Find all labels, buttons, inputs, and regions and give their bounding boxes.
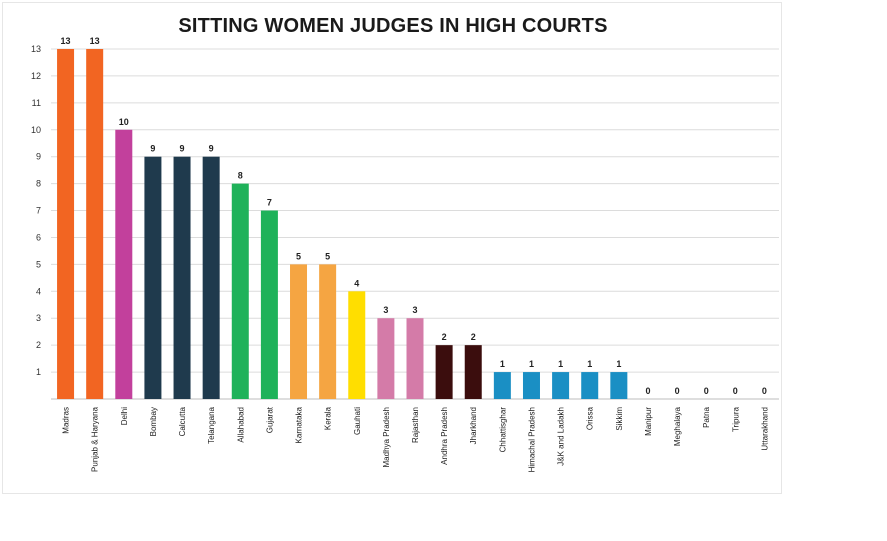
bar bbox=[86, 49, 104, 399]
x-tick-label: Himachal Pradesh bbox=[527, 407, 536, 472]
bar bbox=[522, 372, 540, 399]
bar bbox=[464, 345, 482, 399]
y-tick-label: 13 bbox=[31, 44, 41, 54]
chart-title: SITTING WOMEN JUDGES IN HIGH COURTS bbox=[178, 15, 608, 37]
data-label: 0 bbox=[645, 386, 650, 396]
data-label: 2 bbox=[442, 332, 447, 342]
data-label: 0 bbox=[675, 386, 680, 396]
x-tick-label: Delhi bbox=[120, 407, 129, 425]
y-tick-label: 3 bbox=[36, 313, 41, 323]
x-tick-label: Telangana bbox=[207, 406, 216, 443]
bar bbox=[231, 183, 249, 399]
data-label: 5 bbox=[296, 251, 301, 261]
x-tick-label: Uttarakhand bbox=[760, 407, 769, 451]
bar bbox=[581, 372, 599, 399]
x-tick-label: Meghalaya bbox=[673, 406, 682, 446]
bar bbox=[144, 156, 162, 399]
data-label: 8 bbox=[238, 171, 243, 181]
data-label: 9 bbox=[209, 144, 214, 154]
data-label: 1 bbox=[587, 359, 592, 369]
x-tick-label: Jharkhand bbox=[469, 407, 478, 444]
y-tick-label: 5 bbox=[36, 259, 41, 269]
x-tick-label: Calcutta bbox=[178, 406, 187, 436]
bar bbox=[202, 156, 220, 399]
x-tick-label: Tripura bbox=[731, 406, 740, 432]
x-tick-label: Sikkim bbox=[615, 407, 624, 431]
bar bbox=[348, 291, 366, 399]
bar bbox=[377, 318, 395, 399]
data-label: 10 bbox=[119, 117, 129, 127]
x-tick-label: Patna bbox=[702, 406, 711, 427]
data-label: 5 bbox=[325, 251, 330, 261]
x-tick-label: Manipur bbox=[644, 407, 653, 436]
x-tick-label: Gauhati bbox=[353, 407, 362, 435]
bar bbox=[173, 156, 191, 399]
x-tick-label: Punjab & Haryana bbox=[91, 406, 100, 471]
data-label: 1 bbox=[558, 359, 563, 369]
y-tick-label: 10 bbox=[31, 125, 41, 135]
data-label: 1 bbox=[529, 359, 534, 369]
y-tick-label: 8 bbox=[36, 179, 41, 189]
data-label: 2 bbox=[471, 332, 476, 342]
bar bbox=[406, 318, 424, 399]
x-tick-label: Madhya Pradesh bbox=[382, 407, 391, 467]
y-tick-label: 4 bbox=[36, 286, 41, 296]
bar bbox=[57, 49, 75, 399]
y-tick-label: 12 bbox=[31, 71, 41, 81]
x-tick-label: Bombay bbox=[149, 407, 158, 436]
y-tick-label: 1 bbox=[36, 367, 41, 377]
y-tick-label: 2 bbox=[36, 340, 41, 350]
x-tick-label: Chhattisghar bbox=[498, 407, 507, 453]
x-axis-labels: Madras Punjab & Haryana Delhi Bombay Calcutt… bbox=[62, 406, 770, 472]
x-tick-label: Allahabad bbox=[236, 407, 245, 443]
x-tick-label: Madras bbox=[62, 407, 71, 434]
bars bbox=[57, 49, 628, 399]
bar bbox=[290, 264, 308, 399]
data-label: 3 bbox=[383, 305, 388, 315]
data-label: 1 bbox=[616, 359, 621, 369]
bar bbox=[319, 264, 337, 399]
x-tick-label: J&K and Ladakh bbox=[557, 407, 566, 466]
bar bbox=[552, 372, 570, 399]
bar bbox=[115, 129, 133, 399]
x-tick-label: Andhra Pradesh bbox=[440, 407, 449, 465]
data-label: 13 bbox=[61, 36, 71, 46]
data-label: 13 bbox=[90, 36, 100, 46]
data-label: 0 bbox=[733, 386, 738, 396]
data-label: 4 bbox=[354, 278, 359, 288]
y-tick-label: 11 bbox=[32, 98, 41, 108]
x-tick-label: Karnataka bbox=[295, 406, 304, 443]
data-label: 0 bbox=[704, 386, 709, 396]
x-tick-label: Kerala bbox=[324, 406, 333, 430]
bar bbox=[435, 345, 453, 399]
bar bbox=[260, 210, 278, 399]
data-label: 1 bbox=[500, 359, 505, 369]
bar bbox=[610, 372, 628, 399]
data-label: 3 bbox=[412, 305, 417, 315]
x-tick-label: Rajasthan bbox=[411, 407, 420, 443]
x-tick-label: Gujarat bbox=[265, 406, 274, 433]
data-label: 9 bbox=[150, 144, 155, 154]
bar bbox=[493, 372, 511, 399]
x-tick-label: Orissa bbox=[586, 406, 595, 430]
y-tick-label: 6 bbox=[36, 232, 41, 242]
data-label: 9 bbox=[180, 144, 185, 154]
y-tick-label: 7 bbox=[36, 206, 41, 216]
data-label: 0 bbox=[762, 386, 767, 396]
data-label: 7 bbox=[267, 198, 272, 208]
y-tick-label: 9 bbox=[36, 152, 41, 162]
